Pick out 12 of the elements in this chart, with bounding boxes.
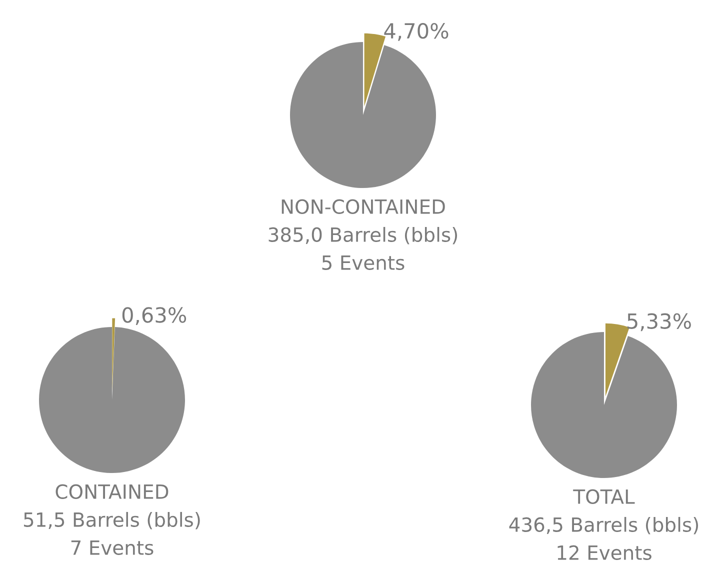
data-label: 0,63% [122, 307, 186, 325]
text: 385,0 Barrels (bbls) [268, 226, 458, 244]
text: 12 Events [558, 545, 652, 560]
text: TOTAL [573, 489, 635, 504]
text: CONTAINED [56, 484, 168, 499]
text: 51,5 Barrels (bbls) [24, 512, 200, 530]
text: 7 Events [71, 540, 154, 555]
text: NON-CONTAINED [282, 199, 445, 214]
data-label: 4,70% [384, 22, 448, 41]
data-label: 5,33% [628, 313, 691, 332]
text: 436,5 Barrels (bbls) [509, 516, 698, 534]
text: 5 Events [322, 256, 404, 270]
